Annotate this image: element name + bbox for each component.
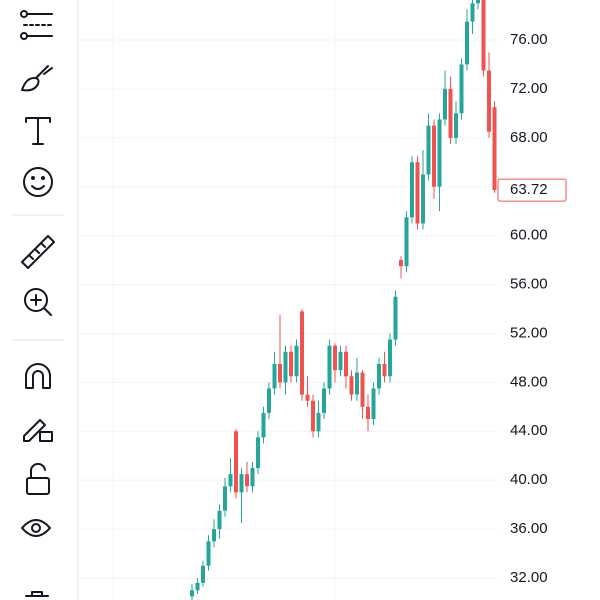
candle-body <box>294 345 299 377</box>
candle-body <box>261 412 266 438</box>
visibility-tool[interactable] <box>21 519 51 537</box>
candle-body <box>355 372 359 395</box>
candle-body <box>201 565 205 583</box>
price-axis-label: 72.00 <box>510 80 548 97</box>
candle-body <box>300 311 304 395</box>
candle-body <box>333 345 337 371</box>
candle-body <box>234 431 238 493</box>
price-axis-label: 56.00 <box>510 276 548 293</box>
magnet-tool[interactable] <box>25 363 51 389</box>
lines-tool[interactable] <box>20 10 53 40</box>
price-axis-label: 52.00 <box>510 324 548 341</box>
zoom-tool[interactable] <box>24 288 52 316</box>
candle-body <box>338 351 343 371</box>
price-axis-label: 40.00 <box>510 471 548 488</box>
unlock-tool[interactable] <box>26 462 50 495</box>
candle-body <box>465 21 469 65</box>
candle-body <box>217 510 222 530</box>
ruler-tool[interactable] <box>21 235 55 269</box>
trash-tool[interactable] <box>25 591 49 597</box>
candle-body <box>212 529 216 542</box>
candle-body <box>195 582 200 591</box>
candle-body <box>289 351 293 377</box>
price-axis-label: 60.00 <box>510 227 548 244</box>
candle-body <box>410 162 414 218</box>
price-axis-label: 32.00 <box>510 569 548 586</box>
candle-body <box>322 388 326 413</box>
candle-body <box>448 88 453 138</box>
candle-body <box>470 3 475 22</box>
candle-body <box>228 474 233 487</box>
candle-body <box>190 590 194 597</box>
candle-body <box>492 107 497 191</box>
candle-body <box>206 541 211 566</box>
candle-body <box>399 260 403 267</box>
candle-body <box>437 119 442 187</box>
last-price-label: 63.72 <box>510 181 548 198</box>
candle-body <box>393 296 398 340</box>
candle-body <box>250 467 255 487</box>
candle-body <box>349 376 354 395</box>
price-axis-label: 76.00 <box>510 31 548 48</box>
candle-body <box>454 113 458 138</box>
candle-body <box>311 400 315 432</box>
price-axis-label: 68.00 <box>510 129 548 146</box>
candle-body <box>360 372 365 407</box>
candle-body <box>278 364 282 383</box>
candle-body <box>388 339 392 377</box>
candle-body <box>245 474 249 487</box>
candle-body <box>272 364 277 389</box>
candle-body <box>432 125 436 187</box>
candle-body <box>305 394 310 401</box>
candle-body <box>283 351 288 383</box>
candle-body <box>382 364 387 377</box>
price-axis-label: 48.00 <box>510 373 548 390</box>
candle-body <box>256 437 260 468</box>
candle-body <box>377 364 381 389</box>
text-tool[interactable] <box>25 117 51 145</box>
candle-body <box>481 0 486 71</box>
toolbar <box>12 10 64 597</box>
lock-drawing-tool[interactable] <box>23 419 53 442</box>
candle-body <box>239 474 244 493</box>
candle-body <box>426 125 431 175</box>
candle-body <box>421 174 425 224</box>
candle-body <box>404 217 409 267</box>
price-axis-label: 36.00 <box>510 520 548 537</box>
candle-body <box>371 388 376 420</box>
price-axis-label: 44.00 <box>510 422 548 439</box>
candle-body <box>476 0 480 4</box>
candle-body <box>366 406 370 420</box>
last-price-box <box>497 178 567 202</box>
candle-body <box>223 486 227 511</box>
emoji-tool[interactable] <box>23 167 53 197</box>
candle-body <box>487 70 491 132</box>
candle-body <box>443 88 447 120</box>
candle-body <box>267 388 271 413</box>
candle-body <box>415 162 420 224</box>
plot: 32.00 36.00 40.00 44.00 48.00 52.00 56.00 60.00… <box>79 0 567 600</box>
candle-body <box>327 345 332 389</box>
candle-body <box>459 64 464 114</box>
candle-body <box>344 351 348 377</box>
brush-tool[interactable] <box>21 65 53 92</box>
candle-body <box>316 412 321 432</box>
